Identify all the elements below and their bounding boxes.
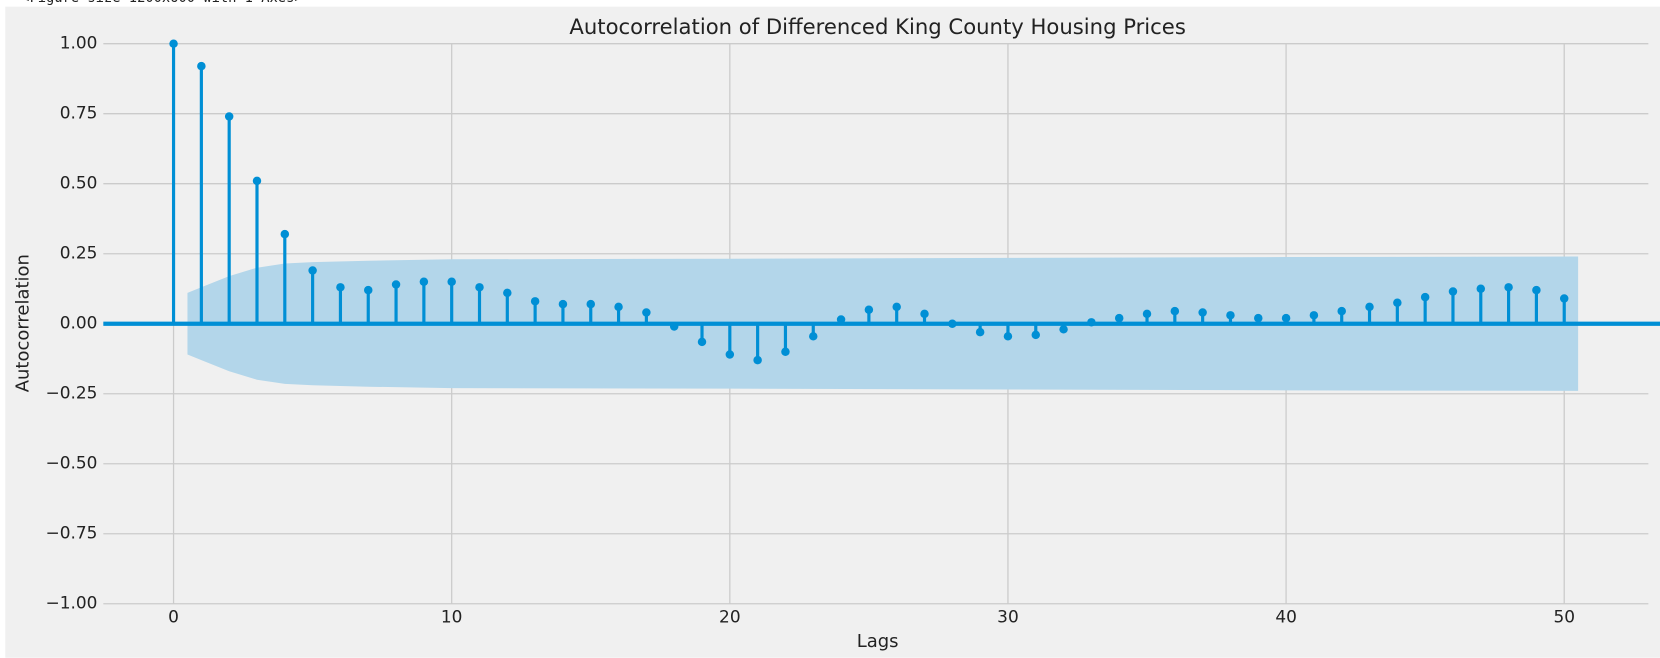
stem-marker — [280, 229, 290, 239]
x-tick-label: 0 — [168, 606, 179, 626]
stem-marker — [1309, 311, 1319, 320]
stem-marker — [725, 350, 735, 359]
stem-marker — [1476, 284, 1486, 293]
stem-marker — [1532, 285, 1541, 295]
stem-marker — [1559, 294, 1569, 303]
stem-marker — [475, 283, 484, 292]
stem-marker — [169, 39, 178, 48]
stem-marker — [1365, 302, 1374, 312]
stem-marker — [1504, 283, 1513, 292]
stem-marker — [864, 305, 874, 314]
stem-marker — [558, 299, 568, 309]
stem-marker — [419, 277, 429, 286]
stem-marker — [530, 297, 540, 306]
stem-marker — [697, 337, 707, 347]
stem-marker — [391, 280, 401, 289]
y-tick-label: 0.25 — [60, 243, 98, 263]
stem-marker — [224, 112, 234, 121]
stem-marker — [1114, 313, 1124, 323]
stem-marker — [1254, 313, 1263, 323]
stem-marker — [586, 299, 595, 309]
x-tick-label: 40 — [1275, 606, 1297, 626]
stem-marker — [1198, 308, 1207, 317]
stem-marker — [1031, 330, 1041, 340]
x-tick-label: 10 — [441, 606, 463, 626]
stem-marker — [336, 283, 345, 292]
x-tick-label: 30 — [997, 606, 1019, 626]
y-tick-label: 1.00 — [60, 33, 98, 53]
x-axis-label: Lags — [857, 631, 899, 652]
stem-marker — [447, 277, 456, 286]
stem-marker — [1420, 292, 1430, 302]
stem-marker — [809, 332, 818, 341]
stem-marker — [753, 355, 762, 365]
stem-marker — [1003, 332, 1013, 341]
stem-marker — [1448, 287, 1458, 296]
x-tick-label: 20 — [719, 606, 741, 626]
chart-title: Autocorrelation of Differenced King Coun… — [569, 14, 1185, 39]
stem-marker — [781, 347, 790, 356]
marks — [103, 39, 1660, 391]
stem-marker — [364, 285, 373, 295]
y-tick-label: −0.50 — [46, 453, 98, 473]
y-tick-label: 0.50 — [60, 173, 98, 193]
stem-marker — [1226, 311, 1235, 320]
stem-marker — [1337, 306, 1346, 316]
stem-marker — [1170, 306, 1180, 316]
y-axis-label: Autocorrelation — [12, 254, 33, 392]
y-tick-label: −0.75 — [46, 523, 98, 543]
stem-marker — [503, 288, 512, 298]
stem-marker — [1281, 313, 1291, 323]
stem-marker — [1059, 325, 1068, 334]
stem-marker — [197, 61, 206, 71]
output-text: <Figure size 1200x600 with 1 Axes> — [21, 0, 302, 6]
stem-marker — [1142, 309, 1152, 319]
stem-marker — [642, 308, 651, 317]
stem-marker — [1393, 298, 1402, 307]
stem-marker — [252, 176, 262, 186]
y-tick-label: 0.00 — [60, 313, 98, 333]
stem-marker — [614, 302, 623, 312]
x-tick-label: 50 — [1553, 606, 1575, 626]
stem-marker — [920, 309, 929, 319]
stem-marker — [975, 327, 985, 337]
y-tick-label: −1.00 — [46, 593, 98, 613]
stem-marker — [308, 266, 317, 275]
y-tick-label: −0.25 — [46, 383, 98, 403]
stem-marker — [892, 302, 901, 312]
y-tick-label: 0.75 — [60, 103, 98, 123]
